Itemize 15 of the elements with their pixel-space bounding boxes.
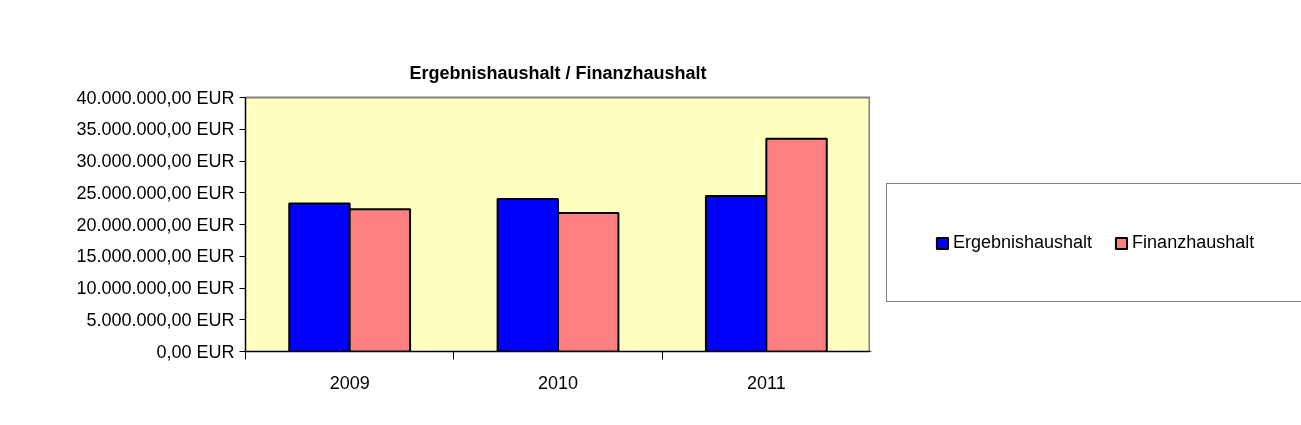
chart-title: Ergebnishaushalt / Finanzhaushalt xyxy=(409,62,707,83)
legend-label: Ergebnishaushalt xyxy=(953,232,1093,253)
legend-label: Finanzhaushalt xyxy=(1132,232,1255,253)
y-tick-label: 5.000.000,00 EUR xyxy=(86,309,235,330)
y-tick-label: 20.000.000,00 EUR xyxy=(76,214,235,235)
x-tick-label: 2011 xyxy=(746,372,786,393)
x-tick-label: 2009 xyxy=(329,372,370,393)
y-tick-label: 15.000.000,00 EUR xyxy=(76,246,235,267)
y-tick-label: 30.000.000,00 EUR xyxy=(76,151,235,171)
y-tick-label: 40.000.000,00 EUR xyxy=(76,87,235,108)
y-tick-label: 0,00 EUR xyxy=(156,341,235,362)
y-tick-label: 25.000.000,00 EUR xyxy=(76,182,235,203)
y-tick-label: 35.000.000,00 EUR xyxy=(76,119,235,140)
y-tick-label: 10.000.000,00 EUR xyxy=(76,278,235,298)
x-tick-label: 2010 xyxy=(537,372,579,393)
